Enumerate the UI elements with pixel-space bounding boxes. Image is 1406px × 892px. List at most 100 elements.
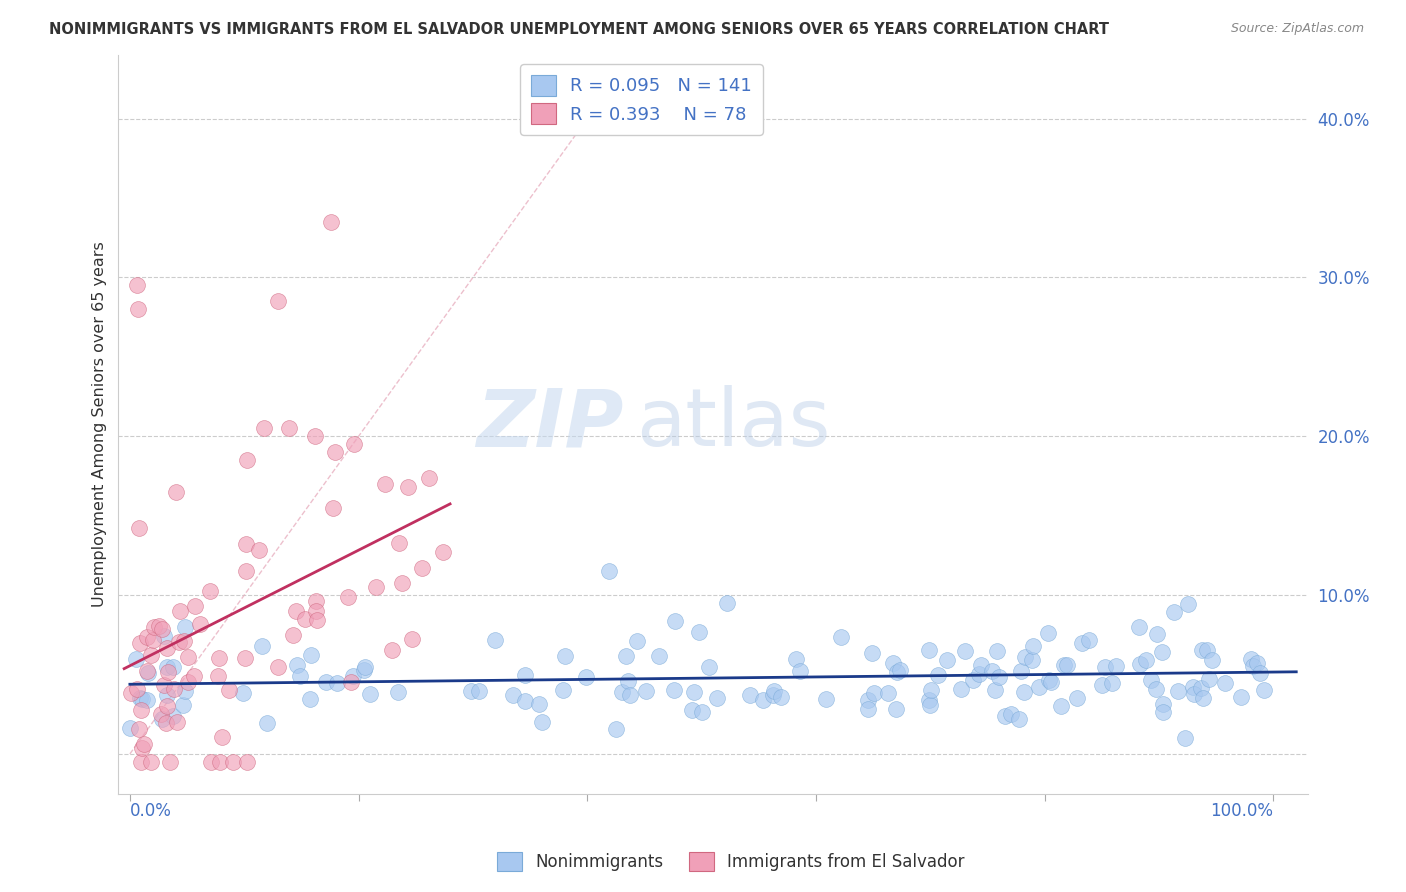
Point: [860, 646, 883, 660]
Point: [648, 648, 671, 663]
Point: [1163, 605, 1185, 619]
Point: [1229, 690, 1251, 704]
Point: [353, 663, 375, 677]
Point: [128, 636, 150, 650]
Point: [706, 691, 728, 706]
Point: [278, 421, 301, 435]
Point: [131, 691, 153, 706]
Point: [814, 691, 837, 706]
Point: [155, 716, 177, 731]
Point: [918, 698, 941, 712]
Point: [150, 712, 173, 726]
Point: [1101, 676, 1123, 690]
Point: [156, 640, 179, 655]
Point: [617, 673, 640, 688]
Point: [305, 604, 328, 618]
Point: [980, 664, 1002, 678]
Point: [359, 687, 381, 701]
Point: [288, 669, 311, 683]
Point: [120, 721, 142, 735]
Point: [299, 692, 322, 706]
Point: [738, 688, 761, 702]
Point: [247, 542, 270, 557]
Point: [1094, 660, 1116, 674]
Point: [962, 673, 984, 687]
Point: [233, 651, 256, 665]
Point: [218, 682, 240, 697]
Point: [299, 648, 322, 662]
Point: [252, 639, 274, 653]
Point: [614, 649, 637, 664]
Point: [253, 421, 276, 435]
Point: [342, 669, 364, 683]
Point: [987, 670, 1010, 684]
Point: [148, 619, 170, 633]
Point: [319, 215, 342, 229]
Point: [636, 683, 658, 698]
Point: [1201, 653, 1223, 667]
Point: [610, 685, 633, 699]
Point: [391, 576, 413, 591]
Point: [129, 755, 152, 769]
Legend: Nonimmigrants, Immigrants from El Salvador: Nonimmigrants, Immigrants from El Salvad…: [489, 843, 973, 880]
Point: [139, 755, 162, 769]
Point: [1038, 673, 1060, 688]
Point: [173, 633, 195, 648]
Point: [120, 686, 142, 700]
Point: [1177, 598, 1199, 612]
Point: [235, 755, 257, 769]
Point: [1135, 653, 1157, 667]
Point: [285, 658, 308, 673]
Point: [681, 703, 703, 717]
Point: [209, 755, 232, 769]
Point: [166, 715, 188, 730]
Point: [142, 620, 165, 634]
Point: [502, 688, 524, 702]
Point: [157, 665, 180, 679]
Point: [515, 694, 537, 708]
Point: [1198, 672, 1220, 686]
Point: [136, 666, 159, 681]
Point: [1253, 682, 1275, 697]
Point: [325, 676, 347, 690]
Point: [142, 632, 165, 647]
Point: [763, 683, 786, 698]
Point: [169, 604, 191, 618]
Point: [235, 564, 257, 578]
Point: [1078, 632, 1101, 647]
Point: [366, 580, 388, 594]
Point: [322, 501, 344, 516]
Point: [1197, 643, 1219, 657]
Point: [770, 690, 793, 705]
Point: [156, 660, 179, 674]
Point: [690, 705, 713, 719]
Point: [235, 537, 257, 551]
Point: [529, 697, 551, 711]
Point: [177, 674, 200, 689]
Point: [141, 648, 163, 662]
Point: [1140, 673, 1163, 687]
Point: [1189, 681, 1212, 695]
Point: [882, 657, 904, 671]
Point: [222, 755, 245, 769]
Point: [1129, 657, 1152, 672]
Point: [174, 683, 197, 698]
Point: [886, 665, 908, 680]
Point: [256, 715, 278, 730]
Point: [1246, 656, 1268, 670]
Point: [918, 693, 941, 707]
Point: [162, 660, 184, 674]
Point: [1174, 731, 1197, 745]
Point: [432, 544, 454, 558]
Point: [183, 669, 205, 683]
Point: [136, 664, 159, 678]
Point: [305, 594, 328, 608]
Point: [125, 278, 148, 293]
Point: [927, 667, 949, 681]
Y-axis label: Unemployment Among Seniors over 65 years: Unemployment Among Seniors over 65 years: [93, 242, 107, 607]
Point: [1167, 684, 1189, 698]
Text: atlas: atlas: [636, 385, 830, 463]
Point: [1056, 658, 1078, 673]
Point: [1191, 643, 1213, 657]
Point: [343, 437, 366, 451]
